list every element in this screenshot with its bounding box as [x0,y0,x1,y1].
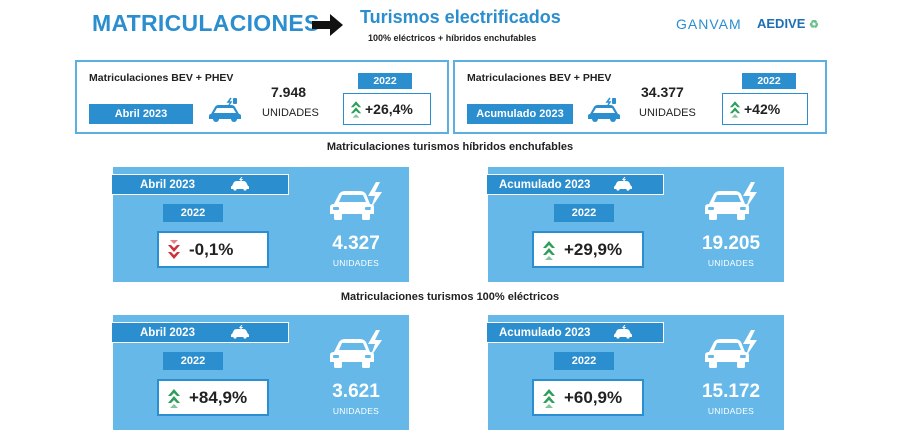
double-chevron-down-icon [167,239,181,261]
card-period: Abril 2023 [140,178,195,191]
card-year-badge: 2022 [163,352,223,370]
summary-units: UNIDADES [262,107,319,119]
card-period-badge: Abril 2023 [111,322,289,343]
electric-car-icon [705,328,757,370]
card-change-value: +84,9% [189,387,248,407]
card-units: UNIDADES [707,258,755,268]
ganvam-logo: GANVAM [676,16,742,32]
card-change-value: +60,9% [564,387,623,407]
aedive-logo: AEDIVE ♻ [757,16,819,31]
card-period: Abril 2023 [140,326,195,339]
right-arrow-icon [312,14,343,36]
card-year-badge: 2022 [554,352,614,370]
double-chevron-up-icon [167,387,181,409]
card-period: Acumulado 2023 [499,326,591,339]
card-year-badge: 2022 [163,204,223,222]
electric-car-icon [586,96,622,124]
summary-value: 34.377 [641,84,684,100]
electric-car-icon [330,180,382,222]
summary-period-badge: Abril 2023 [89,104,193,124]
double-chevron-up-icon [350,99,362,119]
card-change: +60,9% [532,379,644,416]
summary-value: 7.948 [271,84,307,100]
small-car-icon [613,325,633,339]
card-units: UNIDADES [707,406,755,416]
card-change-value: -0,1% [189,239,234,259]
summary-change-value: +26,4% [365,101,413,117]
summary-units: UNIDADES [639,107,696,119]
card-value: 4.327 [332,233,380,254]
card-units: UNIDADES [332,258,380,268]
section-title-phev: Matriculaciones turismos híbridos enchuf… [326,141,574,153]
summary-change: +26,4% [343,93,431,125]
summary-box-month: Matriculaciones BEV + PHEV Abril 2023 7.… [75,60,449,134]
summary-label: Matriculaciones BEV + PHEV [467,72,612,84]
section-title-bev: Matriculaciones turismos 100% eléctricos [340,291,560,303]
phev-ytd-card: Acumulado 2023 2022 +29,9% 19.205 UNIDAD… [486,167,784,282]
bev-ytd-card: Acumulado 2023 2022 +60,9% 15.172 UNIDAD… [486,315,784,430]
card-year-badge: 2022 [554,204,614,222]
bev-month-card: Abril 2023 2022 +84,9% 3.621 UNIDADES [111,315,409,430]
card-period: Acumulado 2023 [499,178,591,191]
summary-box-ytd: Matriculaciones BEV + PHEV Acumulado 202… [453,60,827,134]
card-value: 3.621 [332,381,380,402]
phev-month-card: Abril 2023 2022 -0,1% 4.327 UNIDADES [111,167,409,282]
small-car-icon [230,325,250,339]
summary-year-badge: 2022 [742,73,796,89]
header-title: MATRICULACIONES [92,10,320,36]
electric-car-icon [330,328,382,370]
summary-period-badge: Acumulado 2023 [467,104,573,124]
card-period-badge: Abril 2023 [111,174,289,195]
card-units: UNIDADES [332,406,380,416]
double-chevron-up-icon [542,239,556,261]
card-change-value: +29,9% [564,239,623,259]
card-period-badge: Acumulado 2023 [486,322,664,343]
summary-change-value: +42% [744,101,781,117]
small-car-icon [230,177,250,191]
electric-car-icon [705,180,757,222]
header-subtitle: Turismos electrificados [360,7,561,27]
leaf-icon: ♻ [809,19,819,31]
card-value: 15.172 [701,381,761,402]
summary-year-badge: 2022 [358,73,412,89]
electric-car-icon [207,96,243,124]
double-chevron-up-icon [729,99,741,119]
aedive-logo-text: AEDIVE [757,16,806,31]
card-period-badge: Acumulado 2023 [486,174,664,195]
summary-label: Matriculaciones BEV + PHEV [89,72,234,84]
header-subtitle-note: 100% eléctricos + híbridos enchufables [368,33,537,43]
card-change: -0,1% [157,231,269,268]
small-car-icon [613,177,633,191]
card-value: 19.205 [701,233,761,254]
summary-change: +42% [722,93,808,125]
card-change: +84,9% [157,379,269,416]
double-chevron-up-icon [542,387,556,409]
card-change: +29,9% [532,231,644,268]
